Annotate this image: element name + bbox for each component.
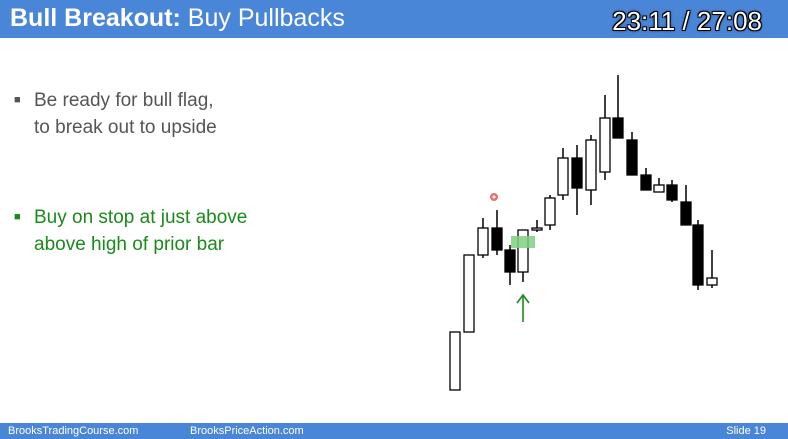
- bear-candle: [640, 174, 652, 191]
- bullet-text: Be ready for bull flag, to break out to u…: [34, 87, 217, 141]
- bullet-line: Be ready for bull flag,: [34, 90, 214, 111]
- bear-candle: [680, 201, 692, 226]
- bear-candle: [504, 249, 516, 273]
- entry-arrow-head: [516, 293, 530, 304]
- bull-candle: [517, 229, 529, 273]
- footer-site-1[interactable]: BrooksTradingCourse.com: [8, 425, 139, 437]
- bear-candle: [491, 227, 503, 251]
- candles: [449, 75, 718, 391]
- bull-candle: [557, 157, 569, 196]
- bear-candle: [612, 117, 624, 139]
- bull-candle: [653, 184, 665, 193]
- footer-bar: BrooksTradingCourse.com BrooksPriceActio…: [0, 423, 788, 439]
- bullet-text: Buy on stop at just above above high of p…: [34, 204, 247, 258]
- title-bar: Bull Breakout: Buy Pullbacks 23:11 / 27:…: [0, 0, 788, 38]
- title-bold: Bull Breakout:: [10, 4, 181, 32]
- bullet-square-icon: ■: [14, 211, 21, 223]
- bull-candle: [585, 139, 597, 191]
- bear-candle: [626, 139, 638, 176]
- bull-candle: [706, 277, 718, 286]
- bullet-square-icon: ■: [14, 94, 21, 106]
- bear-candle: [692, 224, 704, 286]
- bullet-line: Buy on stop at just above: [34, 207, 248, 228]
- footer-site-2[interactable]: BrooksPriceAction.com: [190, 425, 304, 437]
- bull-candle: [477, 227, 489, 256]
- slide-title: Bull Breakout: Buy Pullbacks: [10, 3, 345, 33]
- bear-candle: [571, 157, 583, 189]
- bull-candle: [599, 117, 611, 173]
- bear-candle: [666, 184, 678, 201]
- bull-candle: [544, 197, 556, 226]
- bullet-line: to break out to upside: [34, 117, 217, 138]
- bull-candle: [531, 227, 543, 231]
- candlestick-chart: [449, 75, 718, 391]
- video-timer: 23:11 / 27:08: [612, 6, 762, 36]
- pullback-marker-center: [492, 195, 496, 199]
- bull-candle: [463, 254, 475, 333]
- bull-candle: [449, 331, 461, 391]
- title-rest: Buy Pullbacks: [180, 4, 345, 32]
- entry-highlight: [511, 236, 535, 248]
- slide-number: Slide 19: [726, 425, 766, 437]
- bullet-line: above high of prior bar: [34, 234, 225, 255]
